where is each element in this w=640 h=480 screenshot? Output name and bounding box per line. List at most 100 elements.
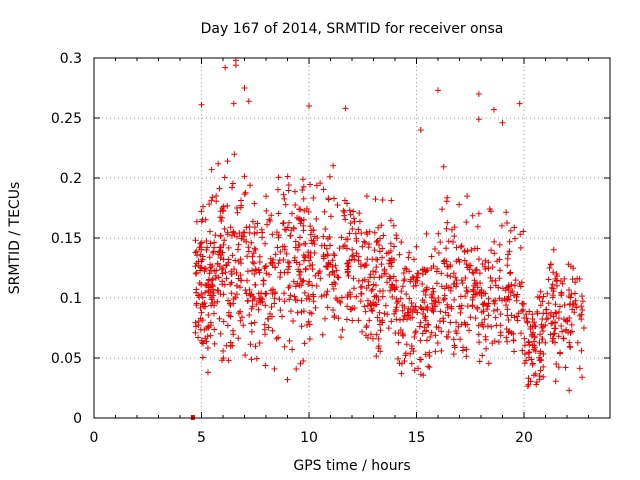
data-point [524,318,531,325]
data-point [363,193,370,200]
data-point [300,227,307,234]
data-point [451,296,458,303]
data-point [299,278,306,285]
data-point [347,211,354,218]
data-point [264,315,271,322]
data-point [436,299,442,306]
data-point [292,188,299,195]
data-point [220,256,227,263]
data-point [392,286,399,293]
data-point [220,241,227,248]
data-point [487,274,494,281]
data-point [237,197,244,204]
data-point [501,295,508,302]
data-point [556,303,563,310]
data-point [387,240,394,247]
data-point [306,103,312,109]
data-point [205,324,212,331]
data-point [386,273,393,280]
data-point [553,361,560,367]
data-point [496,241,503,248]
data-point [428,300,435,307]
data-point [215,274,222,281]
data-point [250,250,257,257]
data-point [423,267,430,274]
data-point [246,223,253,230]
data-point [355,317,362,324]
data-point [440,296,447,303]
data-point [425,363,432,370]
data-point [521,335,528,342]
data-point [478,292,485,299]
data-point [566,343,573,350]
data-point [513,313,520,320]
data-point [262,240,269,247]
data-point [275,334,282,341]
data-point [550,246,557,253]
data-point [429,305,436,312]
data-point [359,277,366,284]
data-point [427,333,434,340]
data-point [504,312,511,319]
data-point [553,270,560,277]
data-point [218,266,225,273]
data-point [329,281,336,288]
data-point [198,101,205,108]
x-axis-label: GPS time / hours [293,458,410,474]
data-point [542,339,549,346]
data-point [506,238,513,245]
data-point [453,319,460,326]
data-point [555,333,562,340]
data-point [282,201,289,208]
data-point [459,280,466,287]
data-point [281,343,288,350]
data-point [400,270,407,277]
data-point [344,236,351,243]
data-point [233,291,240,298]
data-point [475,331,482,338]
data-point [430,297,437,304]
data-point [308,237,315,244]
data-point [423,287,430,294]
data-point [456,258,463,265]
data-point [325,196,332,203]
data-point [219,249,226,256]
data-point [300,277,307,284]
data-point [580,325,587,332]
data-point [410,283,417,290]
data-point [195,292,202,299]
data-point [207,332,214,339]
x-tick-label: 10 [300,430,318,446]
data-point [281,243,288,250]
data-point [321,208,328,215]
data-point [403,316,410,323]
data-point [211,326,218,333]
data-point [373,294,380,301]
data-point [310,194,317,201]
data-point [216,263,223,270]
data-point [475,91,482,97]
data-point [198,246,205,253]
data-point [398,239,405,246]
data-point [268,303,275,310]
data-point [266,216,273,223]
data-point [466,266,473,273]
data-point [441,257,448,264]
data-point [204,244,211,251]
data-point [211,239,218,246]
data-point [399,360,406,367]
data-point [224,158,231,165]
data-point [199,300,206,307]
data-point [548,284,555,291]
data-point [353,237,360,244]
data-point [204,345,211,352]
data-point [424,321,431,328]
data-point [417,304,424,311]
data-point [195,262,202,269]
data-point [540,293,547,300]
data-point [402,350,409,357]
data-point [290,278,297,285]
data-point [351,285,358,292]
data-point [235,335,242,342]
data-point [251,245,258,252]
